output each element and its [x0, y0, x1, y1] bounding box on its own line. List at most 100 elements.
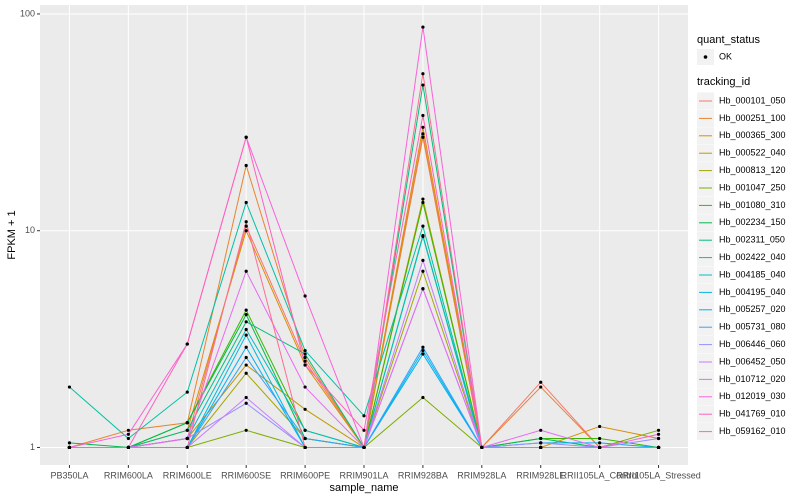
legend-label: Hb_000522_040 — [719, 148, 786, 158]
legend: quant_status OK tracking_id Hb_000101_050 Hb… — [697, 34, 786, 441]
legend-label: OK — [719, 51, 732, 61]
data-point — [244, 395, 248, 400]
axes: 1 10 100 PB350LA RRIM600LA RRIM600LE RRIM600SE… — [20, 8, 701, 480]
data-point — [539, 428, 543, 432]
data-point — [244, 333, 248, 337]
y-tick-label: 1 — [30, 442, 35, 452]
data-point — [539, 441, 543, 445]
data-point — [421, 258, 425, 262]
data-point — [185, 342, 189, 346]
data-point — [362, 414, 366, 418]
data-point — [244, 313, 248, 317]
data-point — [244, 220, 248, 224]
data-point — [362, 428, 366, 432]
legend-label: Hb_002422_040 — [719, 252, 786, 262]
data-point — [303, 348, 307, 353]
data-point — [244, 224, 248, 228]
x-tick-label: RRIM928LE — [516, 470, 565, 480]
data-point — [421, 352, 425, 356]
data-point — [598, 424, 602, 429]
x-tick-label: RRIM600SE — [221, 470, 271, 480]
data-point — [244, 355, 248, 360]
legend-label: Hb_010712_020 — [719, 374, 786, 384]
data-point — [303, 428, 307, 432]
data-point — [67, 385, 72, 389]
data-point — [480, 445, 484, 450]
points — [67, 25, 661, 450]
legend-label: Hb_002311_050 — [719, 235, 785, 245]
x-axis-title: sample_name — [329, 482, 398, 494]
data-point — [421, 125, 425, 129]
data-point — [185, 390, 189, 394]
data-point — [303, 436, 307, 441]
data-point — [421, 135, 425, 139]
data-point — [126, 428, 130, 432]
legend-label: Hb_001080_310 — [719, 200, 786, 210]
x-tick-label: RRIM901LA — [339, 470, 388, 480]
legend-label: Hb_041769_010 — [719, 409, 786, 419]
data-point — [421, 395, 425, 400]
legend-label: Hb_006446_060 — [719, 339, 786, 349]
data-point — [126, 445, 130, 450]
x-tick-label: RRII105LA_Stressed — [616, 470, 701, 480]
legend-label: Hb_006452_050 — [719, 356, 786, 366]
data-point — [244, 327, 248, 332]
data-point — [185, 436, 189, 441]
x-tick-label: RRIM600PE — [280, 470, 330, 480]
legend-label: Hb_005257_020 — [719, 304, 786, 314]
data-point — [244, 363, 248, 367]
data-point — [303, 359, 307, 363]
data-point — [303, 445, 307, 450]
data-point — [421, 234, 425, 239]
legend-label: Hb_001047_250 — [719, 182, 786, 192]
data-point — [244, 308, 248, 312]
data-point — [244, 371, 248, 375]
data-point — [185, 421, 189, 425]
y-tick-label: 10 — [25, 225, 35, 235]
legend-label: Hb_000365_300 — [719, 130, 786, 140]
x-tick-label: RRIM928BA — [398, 470, 448, 480]
data-point — [421, 197, 425, 201]
data-point — [126, 436, 130, 441]
data-point — [421, 25, 425, 29]
x-tick-label: RRIM600LA — [104, 470, 153, 480]
data-point — [244, 135, 248, 139]
data-point — [421, 72, 425, 76]
legend-label: Hb_012019_030 — [719, 391, 786, 401]
data-point — [185, 445, 189, 450]
data-point — [598, 441, 602, 445]
data-point — [126, 432, 130, 436]
data-point — [303, 352, 307, 356]
data-point — [244, 428, 248, 432]
data-point — [244, 229, 248, 233]
data-point — [421, 287, 425, 291]
data-point — [421, 269, 425, 273]
x-tick-label: RRII105LA_Control — [561, 470, 639, 480]
data-point — [244, 320, 248, 324]
data-point — [244, 269, 248, 273]
data-point — [244, 401, 248, 405]
legend-label: Hb_000101_050 — [719, 95, 786, 105]
legend-label: Hb_005731_080 — [719, 322, 786, 332]
x-tick-label: PB350LA — [50, 470, 88, 480]
legend-label: Hb_004195_040 — [719, 287, 786, 297]
data-point — [656, 436, 661, 441]
data-point — [303, 385, 307, 389]
x-tick-label: RRIM600LE — [163, 470, 212, 480]
data-point — [303, 355, 307, 360]
legend-label: Hb_002234_150 — [719, 217, 786, 227]
data-point — [539, 385, 543, 389]
legend-swatch — [703, 55, 708, 59]
data-point — [303, 294, 307, 298]
data-point — [244, 163, 248, 168]
data-point — [421, 132, 425, 136]
data-point — [185, 428, 189, 432]
data-point — [421, 83, 425, 87]
data-point — [598, 445, 602, 450]
data-point — [656, 432, 661, 436]
data-point — [539, 436, 543, 441]
legend-label: Hb_000813_120 — [719, 165, 786, 175]
data-point — [244, 345, 248, 349]
data-point — [539, 380, 543, 384]
